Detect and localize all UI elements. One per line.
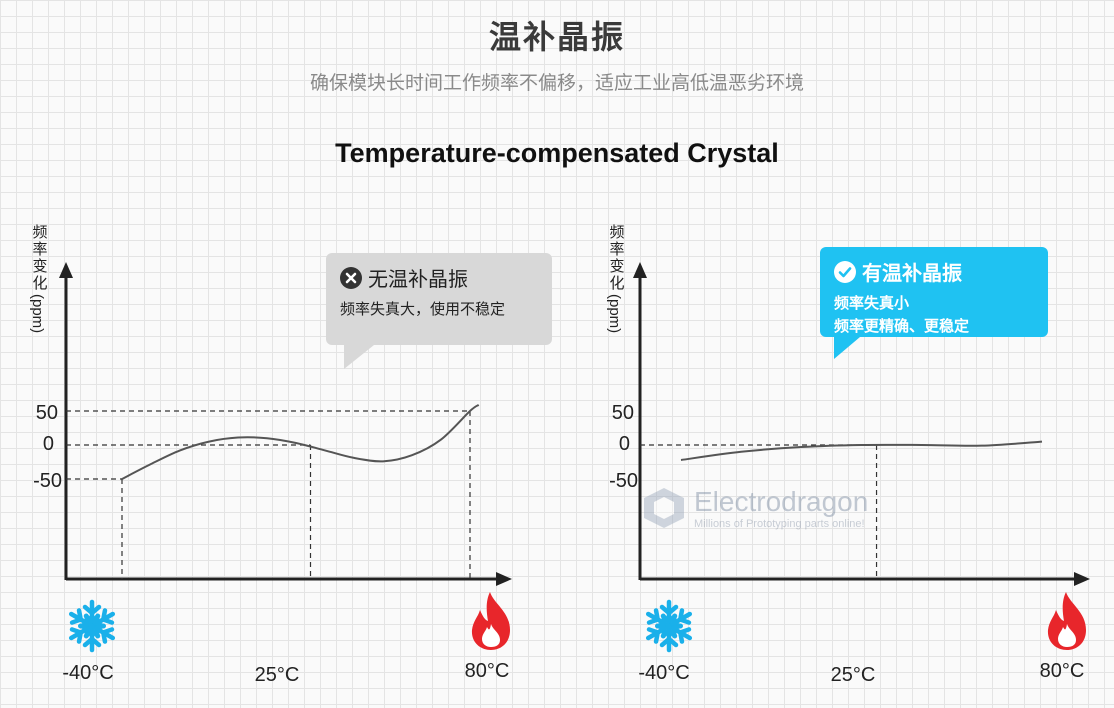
y-axis-arrow xyxy=(633,262,647,278)
y-tick-label: 50 xyxy=(611,402,634,424)
callout-line: 频率失真大，使用不稳定 xyxy=(340,300,506,318)
x-tick-label: 80°C xyxy=(464,660,510,682)
ylabel-char: 频 xyxy=(32,223,48,241)
watermark-tagline: Millions of Prototyping parts online! xyxy=(694,518,865,530)
x-circle-icon xyxy=(340,266,362,289)
brand-logo-icon xyxy=(644,488,684,528)
y-axis-arrow xyxy=(59,262,73,278)
callout-header: 无温补晶振 xyxy=(340,263,538,292)
ylabel-char: 化 xyxy=(609,274,625,292)
x-tick-label: 25°C xyxy=(254,664,300,686)
ylabel-char: 变 xyxy=(32,257,48,275)
x-tick-label: -40°C xyxy=(638,662,690,684)
callout-header: 有温补晶振 xyxy=(834,257,1034,286)
ylabel-char: 变 xyxy=(609,257,625,275)
english-title: Temperature-compensated Crystal xyxy=(335,138,779,168)
x-axis-arrow xyxy=(1074,572,1090,586)
callout-line: 频率失真小 xyxy=(834,294,910,312)
callout-tail xyxy=(344,345,374,369)
watermark-brand: Electrodragon xyxy=(694,486,869,517)
callout-line: 频率更精确、更稳定 xyxy=(834,317,970,335)
callout-tail xyxy=(834,337,860,359)
y-axis-label-left: 频 率 变 化 (ppm) xyxy=(29,223,51,334)
x-tick-label: -40°C xyxy=(62,662,114,684)
ylabel-char: 频 xyxy=(609,223,625,241)
x-axis-arrow xyxy=(496,572,512,586)
callout-with-tcxo: 有温补晶振 频率失真小 频率更精确、更稳定 xyxy=(820,247,1048,359)
page-subtitle: 确保模块长时间工作频率不偏移，适应工业高低温恶劣环境 xyxy=(309,72,804,94)
series-line xyxy=(680,440,1043,461)
flame-icon xyxy=(471,592,510,650)
chart-with-tcxo xyxy=(633,262,1090,586)
snowflake-icon xyxy=(64,599,120,654)
x-tick-label: 25°C xyxy=(830,664,876,686)
callout-title: 有温补晶振 xyxy=(862,261,962,285)
callout-without-tcxo: 无温补晶振 频率失真大，使用不稳定 xyxy=(326,253,552,369)
ylabel-unit: (ppm) xyxy=(606,294,623,334)
y-axis-label-right: 频 率 变 化 (ppm) xyxy=(606,223,628,334)
ylabel-char: 化 xyxy=(32,274,48,292)
snowflake-icon xyxy=(641,599,697,654)
callout-title: 无温补晶振 xyxy=(368,267,468,291)
page-title: 温补晶振 xyxy=(488,18,625,56)
y-tick-label: 0 xyxy=(618,433,630,455)
y-tick-label: -50 xyxy=(609,470,638,492)
ylabel-unit: (ppm) xyxy=(29,294,46,334)
x-tick-label: 80°C xyxy=(1039,660,1085,682)
flame-icon xyxy=(1047,592,1086,650)
y-tick-label: -50 xyxy=(33,470,62,492)
watermark: Electrodragon Millions of Prototyping pa… xyxy=(640,484,868,532)
ylabel-char: 率 xyxy=(32,240,48,258)
y-tick-label: 50 xyxy=(35,402,58,424)
ylabel-char: 率 xyxy=(609,240,625,258)
series-line xyxy=(121,404,480,480)
chart-without-tcxo xyxy=(59,262,512,586)
check-circle-icon xyxy=(834,260,856,283)
y-tick-label: 0 xyxy=(42,433,54,455)
